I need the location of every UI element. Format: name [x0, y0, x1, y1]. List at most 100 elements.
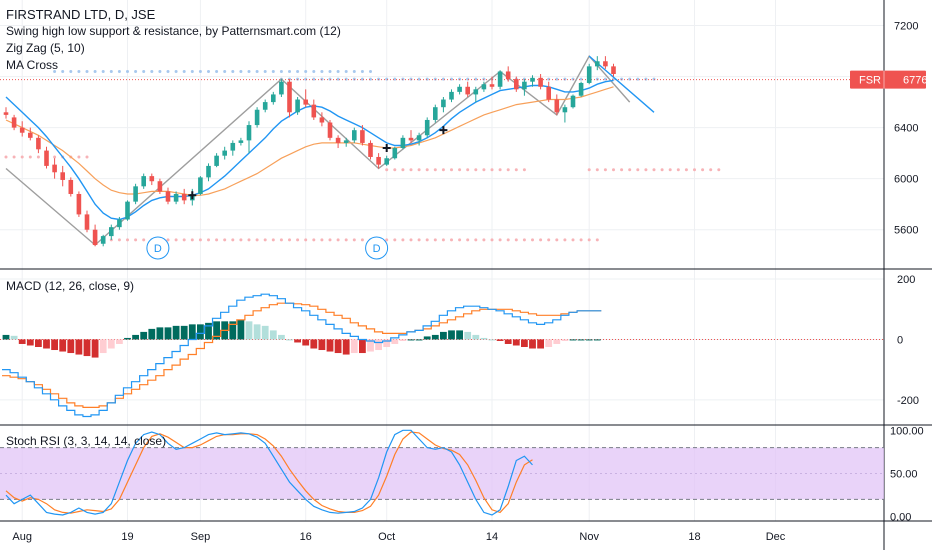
macd-histogram-bar	[26, 339, 34, 346]
macd-histogram-bar	[383, 339, 391, 347]
macd-label[interactable]: MACD (12, 26, close, 9)	[6, 279, 135, 293]
macd-histogram-bar	[334, 339, 342, 354]
macd-histogram-bar	[545, 339, 553, 347]
candle-body	[303, 99, 308, 105]
resistance-dots	[644, 77, 648, 81]
candle	[562, 104, 568, 123]
candle-body	[222, 150, 227, 156]
resistance-dots	[85, 69, 89, 73]
candle	[554, 94, 560, 115]
resistance-dots	[320, 69, 324, 73]
candle-body	[3, 112, 9, 115]
macd-histogram-bar	[2, 334, 10, 340]
candle	[457, 84, 462, 95]
candle-body	[586, 66, 592, 83]
macd-histogram-bar	[10, 335, 18, 340]
support-dots	[684, 168, 688, 172]
resistance-dots	[263, 69, 267, 73]
resistance-dots	[336, 77, 340, 81]
support-dots	[490, 168, 494, 172]
support-dots	[628, 168, 632, 172]
support-dots	[304, 238, 308, 242]
support-dots	[433, 168, 437, 172]
zigzag-projection	[588, 55, 655, 113]
support-dots	[498, 238, 502, 242]
candle-body	[11, 117, 17, 128]
support-dots	[36, 155, 40, 159]
candle	[141, 173, 146, 189]
support-dots	[506, 238, 510, 242]
candle-body	[400, 137, 406, 149]
macd-line	[2, 293, 602, 418]
resistance-dots	[134, 69, 138, 73]
candle	[303, 89, 308, 108]
candle-body	[100, 236, 106, 244]
time-tick-label: 18	[688, 531, 700, 543]
resistance-dots	[401, 77, 405, 81]
candle	[84, 210, 90, 233]
support-dots	[360, 238, 364, 242]
support-dots	[571, 238, 575, 242]
support-dots	[174, 238, 178, 242]
candle-body	[562, 107, 568, 113]
candle-body	[465, 86, 470, 95]
support-dots	[441, 238, 445, 242]
candle-body	[19, 127, 25, 133]
support-dots	[563, 238, 567, 242]
candle	[214, 153, 219, 168]
macd-histogram-bar	[593, 339, 601, 341]
candle	[514, 76, 519, 92]
stoch-rsi-label[interactable]: Stoch RSI (3, 3, 14, 14, close)	[6, 434, 167, 448]
price-tag-symbol: FSR	[859, 75, 881, 87]
candle	[586, 63, 592, 85]
macd-histogram-bar	[132, 334, 139, 340]
candle	[19, 121, 25, 137]
support-dots	[12, 155, 16, 159]
candle	[254, 107, 260, 128]
ma-cross-marker	[188, 191, 197, 200]
resistance-dots	[425, 77, 429, 81]
candle-body	[570, 95, 576, 108]
support-dots	[514, 238, 518, 242]
candle-body	[165, 191, 171, 202]
macd-histogram-bar	[188, 324, 196, 340]
candle-body	[497, 71, 503, 87]
indicator-zigzag-label[interactable]: Zig Zag (5, 10)	[6, 41, 85, 55]
support-dots	[142, 238, 146, 242]
resistance-dots	[636, 77, 640, 81]
candle	[327, 119, 333, 141]
candle-body	[368, 142, 373, 157]
resistance-dots	[279, 69, 283, 73]
resistance-dots	[77, 69, 81, 73]
candle-body	[505, 71, 511, 80]
time-tick-label: 14	[486, 531, 498, 543]
candle-body	[611, 66, 616, 75]
candle-body	[262, 102, 268, 110]
symbol-title[interactable]: FIRSTRAND LTD, D, JSE	[6, 7, 156, 22]
resistance-dots	[620, 77, 624, 81]
candle	[109, 224, 114, 240]
macd-histogram-bar	[148, 328, 156, 340]
dividend-marker-label: D	[373, 243, 381, 255]
candle	[173, 191, 179, 205]
resistance-dots	[385, 77, 389, 81]
resistance-dots	[247, 69, 251, 73]
support-dots	[547, 238, 551, 242]
resistance-dots	[352, 69, 356, 73]
macd-histogram-bar	[456, 330, 463, 340]
support-dots	[20, 155, 24, 159]
resistance-dots	[296, 77, 300, 81]
indicator-swing-label[interactable]: Swing high low support & resistance, by …	[6, 24, 341, 38]
macd-histogram-bar	[318, 339, 326, 351]
support-dots	[587, 238, 591, 242]
resistance-dots	[441, 77, 445, 81]
support-dots	[53, 155, 57, 159]
support-dots	[620, 168, 624, 172]
resistance-dots	[231, 69, 235, 73]
time-tick-label: Sep	[191, 531, 211, 543]
resistance-dots	[158, 69, 162, 73]
macd-histogram-bar	[18, 339, 26, 344]
candle-body	[230, 142, 236, 151]
indicator-macross-label[interactable]: MA Cross	[6, 58, 59, 72]
